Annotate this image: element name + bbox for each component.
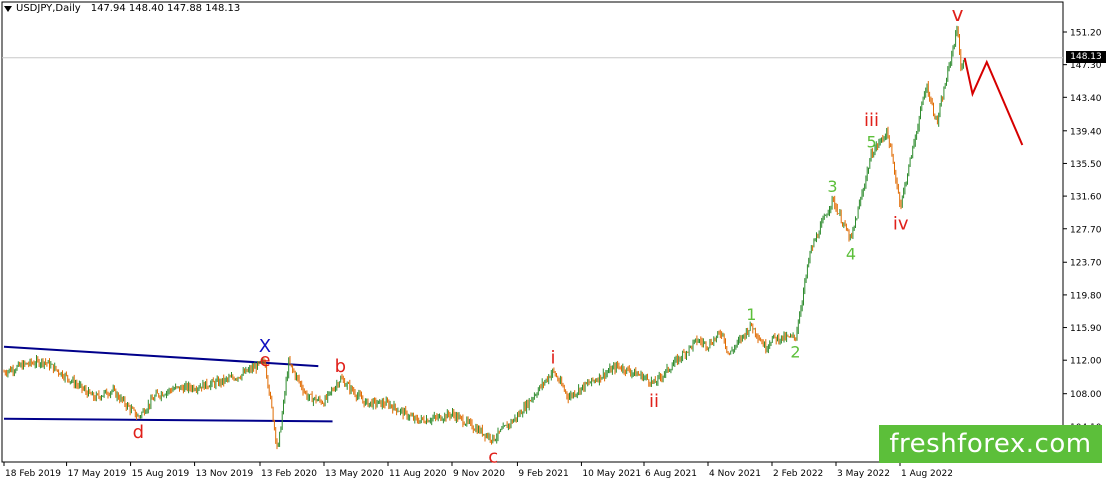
wave-label: ii [649,391,659,412]
x-tick-label: 1 Aug 2022 [901,469,953,479]
wave-label: d [133,422,144,443]
wave-label: 4 [846,245,856,264]
trendline-lower [3,417,333,423]
x-tick-label: 13 Feb 2020 [261,469,317,479]
wave-label: 2 [790,343,800,362]
trendline-upper [3,345,319,368]
wave-label: 3 [827,177,837,196]
x-tick-label: 10 May 2021 [582,469,641,479]
x-tick-label: 9 Nov 2020 [453,469,505,479]
y-tick-label: 135.50 [1070,160,1102,170]
dropdown-triangle-icon[interactable] [4,5,12,12]
wave-label: v [952,2,964,26]
x-tick-label: 11 Aug 2020 [389,469,447,479]
y-tick-label: 151.20 [1070,29,1102,39]
wave-label: b [335,356,346,377]
x-tick-label: 13 Nov 2019 [196,469,254,479]
x-tick-label: 18 Feb 2019 [5,469,61,479]
x-tick-label: 15 Aug 2019 [132,469,190,479]
wave-label: iii [864,110,879,131]
y-tick-label: 115.90 [1070,324,1102,334]
current-price-tag: 148.13 [1066,51,1106,63]
y-tick-label: 139.40 [1070,127,1102,137]
wave-label: iv [893,214,909,235]
x-tick-label: 17 May 2019 [68,469,127,479]
y-tick-label: 123.70 [1070,259,1102,269]
y-tick-label: 131.60 [1070,193,1102,203]
y-tick-label: 108.00 [1070,390,1102,400]
x-tick-label: 6 Aug 2021 [645,469,697,479]
y-tick-label: 119.80 [1070,291,1102,301]
plot-frame [1,1,1064,463]
wave-label: c [488,446,498,467]
projection-path [963,57,1024,146]
x-tick-label: 3 May 2022 [837,469,890,479]
wave-label: X [259,336,271,357]
wave-label: i [550,348,555,369]
x-tick-label: 4 Nov 2021 [709,469,761,479]
wave-label: 1 [746,305,756,324]
y-tick-label: 143.40 [1070,94,1102,104]
chart-header[interactable]: USDJPY,Daily 147.94 148.40 147.88 148.13 [4,3,240,14]
wave-label: 5 [866,133,876,152]
x-tick-label: 2 Feb 2022 [773,469,823,479]
symbol-label: USDJPY,Daily [16,3,81,14]
y-tick-label: 112.00 [1070,357,1102,367]
wave-label: e [259,350,270,371]
brand-watermark: freshforex.com [879,425,1102,463]
x-tick-label: 13 May 2020 [325,469,384,479]
y-tick-label: 127.70 [1070,225,1102,235]
y-tick-label: 147.30 [1070,61,1102,71]
x-tick-label: 9 Feb 2021 [518,469,568,479]
ohlc-values: 147.94 148.40 147.88 148.13 [90,3,241,14]
